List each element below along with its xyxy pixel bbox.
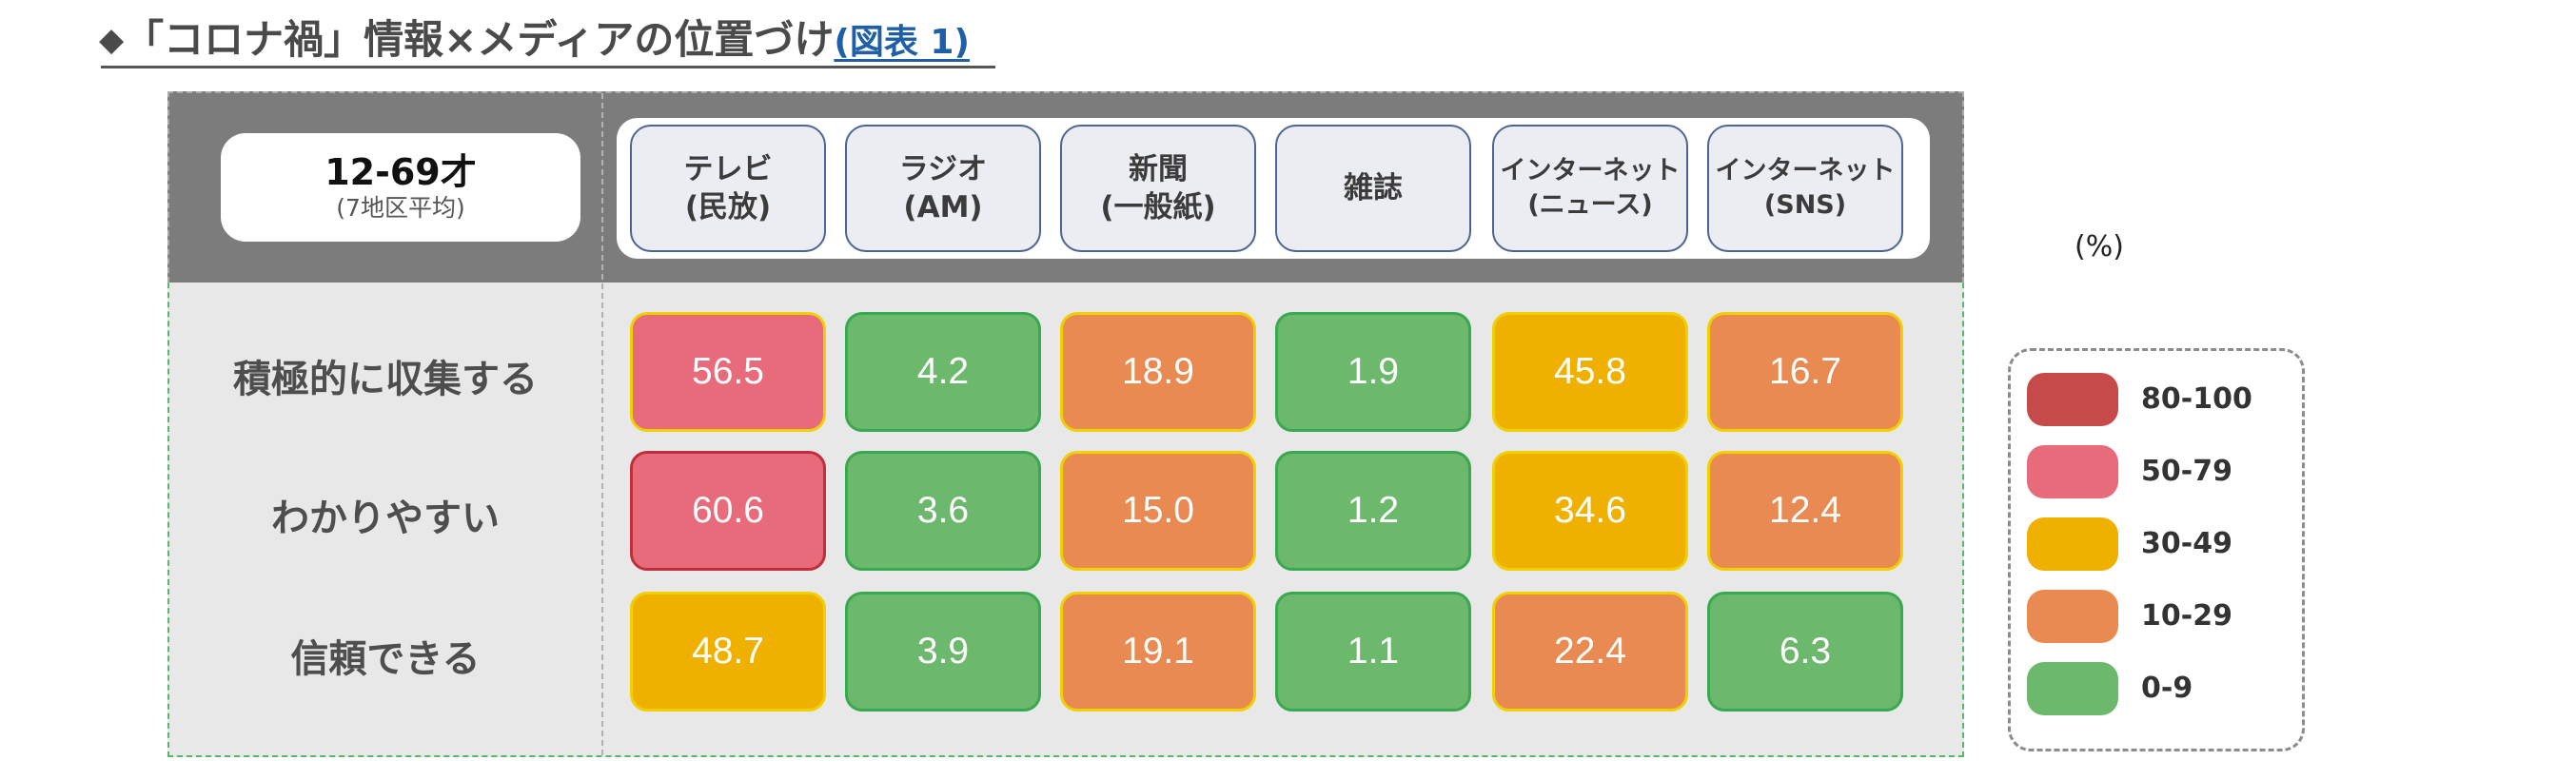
media-header-3: 新聞 (一般紙) — [1060, 125, 1256, 252]
media-name: ラジオ — [898, 152, 988, 186]
legend-label: 30-49 — [2141, 527, 2232, 560]
legend-swatch — [2027, 662, 2118, 715]
media-name: インターネット — [1715, 156, 1896, 185]
column-divider — [601, 93, 603, 755]
value-cell: 1.9 — [1275, 312, 1471, 432]
legend-label: 10-29 — [2141, 599, 2232, 633]
title-underline — [101, 66, 995, 68]
value-cell: 4.2 — [845, 312, 1041, 432]
value-cell: 1.1 — [1275, 592, 1471, 712]
legend-swatch — [2027, 517, 2118, 571]
value-cell: 15.0 — [1060, 451, 1256, 571]
figure-reference-link[interactable]: (図表 1) — [834, 23, 970, 62]
legend-label: 50-79 — [2141, 455, 2232, 488]
value-cell: 3.9 — [845, 592, 1041, 712]
unit-label: (%) — [2075, 230, 2124, 263]
value-cell: 3.6 — [845, 451, 1041, 571]
legend-swatch — [2027, 373, 2118, 426]
media-name: 新聞 — [1129, 152, 1188, 186]
legend-swatch — [2027, 445, 2118, 498]
legend-label: 0-9 — [2141, 672, 2193, 705]
media-name: 雑誌 — [1344, 171, 1403, 205]
value-cell: 12.4 — [1707, 451, 1903, 571]
value-cell: 48.7 — [630, 592, 826, 712]
value-cell: 1.2 — [1275, 451, 1471, 571]
media-subtype: (一般紙) — [1100, 190, 1216, 224]
value-cell: 19.1 — [1060, 592, 1256, 712]
media-header-4: 雑誌 — [1275, 125, 1471, 252]
population-label: 12-69才 (7地区平均) — [221, 133, 580, 242]
value-cell: 16.7 — [1707, 312, 1903, 432]
row-label-2: わかりやすい — [271, 497, 500, 540]
value-cell: 56.5 — [630, 312, 826, 432]
media-header-6: インターネット (SNS) — [1707, 125, 1903, 252]
value-cell: 22.4 — [1492, 592, 1688, 712]
value-cell: 34.6 — [1492, 451, 1688, 571]
value-cell: 6.3 — [1707, 592, 1903, 712]
media-header-1: テレビ (民放) — [630, 125, 826, 252]
media-subtype: (SNS) — [1763, 190, 1847, 220]
value-cell: 18.9 — [1060, 312, 1256, 432]
row-label-3: 信頼できる — [290, 637, 481, 681]
media-header-5: インターネット (ニュース) — [1492, 125, 1688, 252]
media-header-2: ラジオ (AM) — [845, 125, 1041, 252]
diamond-icon: ◆ — [99, 21, 125, 59]
media-name: インターネット — [1500, 156, 1681, 185]
media-subtype: (民放) — [684, 190, 772, 224]
value-cell: 60.6 — [630, 451, 826, 571]
value-cell: 45.8 — [1492, 312, 1688, 432]
legend-swatch — [2027, 590, 2118, 643]
row-label-1: 積極的に収集する — [233, 358, 538, 401]
region-note: (7地区平均) — [336, 194, 465, 222]
media-name: テレビ — [683, 152, 773, 186]
title-text: 「コロナ禍」情報×メディアの位置づけ — [124, 16, 835, 63]
age-range: 12-69才 — [324, 151, 477, 193]
page-title: ◆「コロナ禍」情報×メディアの位置づけ(図表 1) — [99, 10, 970, 70]
media-subtype: (ニュース) — [1527, 190, 1653, 220]
media-subtype: (AM) — [903, 190, 983, 224]
legend-label: 80-100 — [2141, 382, 2252, 416]
